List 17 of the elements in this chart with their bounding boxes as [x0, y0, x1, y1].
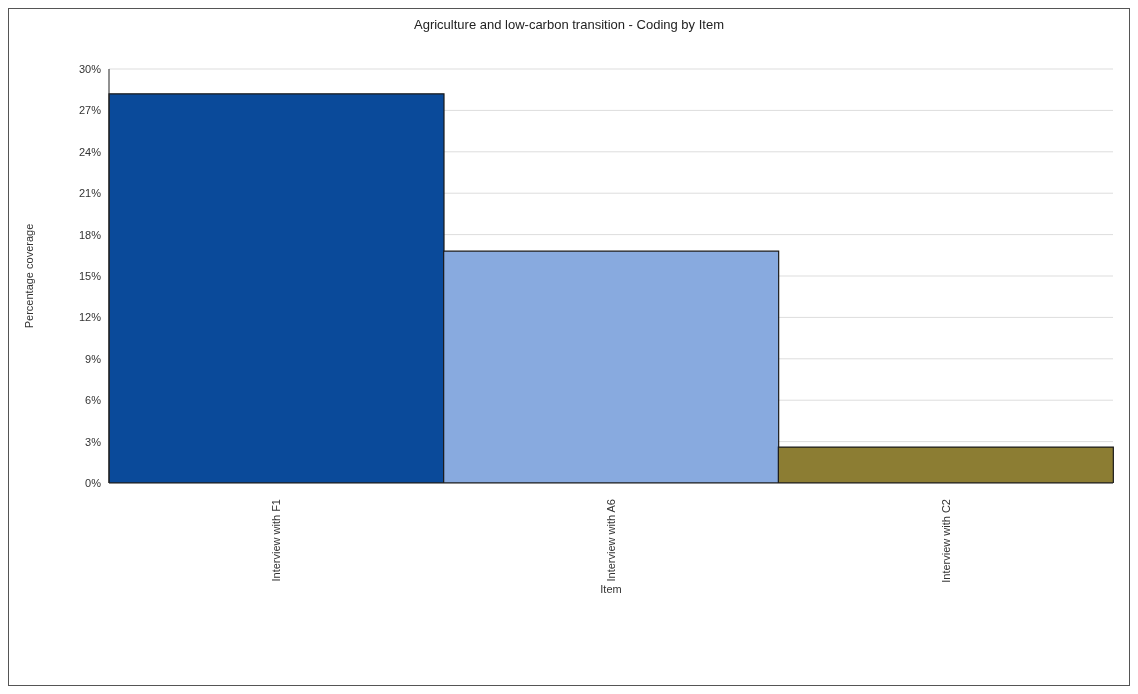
x-tick-label: Interview with F1: [270, 499, 283, 582]
y-tick-label: 3%: [85, 435, 102, 448]
x-tick-label: Interview with C2: [939, 499, 952, 583]
chart-title: Agriculture and low-carbon transition - Coding by Item: [413, 17, 725, 32]
y-tick-label: 27%: [78, 104, 102, 117]
y-tick-label: 0%: [85, 476, 102, 489]
y-tick-label: 21%: [78, 187, 102, 200]
y-tick-label: 18%: [78, 228, 102, 241]
x-axis-title: Item: [600, 583, 622, 595]
y-tick-label: 9%: [85, 352, 102, 365]
y-tick-label: 6%: [85, 394, 102, 407]
y-tick-label: 24%: [78, 145, 102, 158]
y-tick-label: 15%: [78, 269, 102, 282]
y-axis-title: Percentage coverage: [22, 223, 35, 329]
y-tick-label: 30%: [78, 62, 102, 75]
x-tick-label: Interview with A6: [605, 499, 617, 582]
y-tick-label: 12%: [78, 311, 102, 324]
